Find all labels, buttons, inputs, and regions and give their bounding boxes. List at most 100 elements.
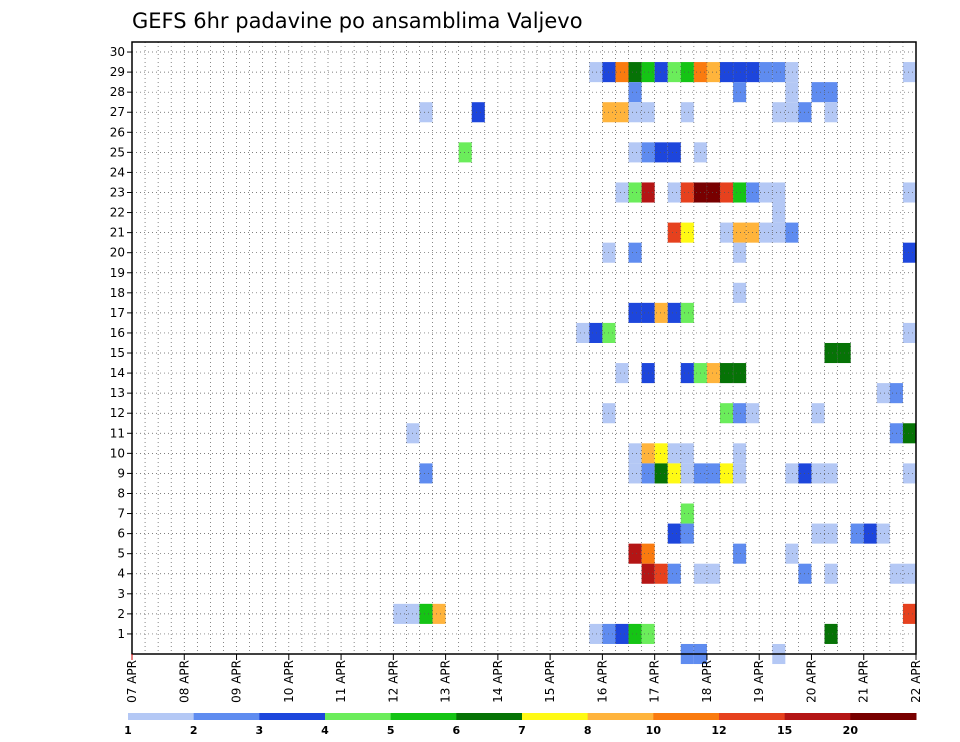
heatmap-cell [628, 142, 642, 163]
heatmap-cell [680, 463, 694, 484]
y-tick-label: 15 [110, 346, 125, 360]
y-tick-label: 12 [110, 406, 125, 420]
heatmap-cell [628, 102, 642, 123]
y-tick-label: 2 [117, 607, 125, 621]
heatmap-cell [902, 242, 916, 263]
heatmap-cell [667, 523, 681, 544]
legend-label: 20 [843, 724, 859, 737]
heatmap-cell [902, 423, 916, 444]
heatmap-cell [628, 62, 642, 83]
heatmap-cell [902, 322, 916, 343]
x-tick-label: 10 APR [282, 660, 296, 703]
heatmap-cell [902, 62, 916, 83]
heatmap-cell [615, 102, 629, 123]
heatmap-cell [628, 302, 642, 323]
heatmap-cell [824, 463, 838, 484]
heatmap-cell [772, 202, 786, 223]
heatmap-cell [902, 182, 916, 203]
heatmap-cell [667, 142, 681, 163]
y-tick-label: 29 [110, 65, 125, 79]
heatmap-cell [824, 102, 838, 123]
heatmap-cell [667, 302, 681, 323]
heatmap-cell [667, 182, 681, 203]
x-tick-label: 21 APR [857, 660, 871, 703]
heatmap-cell [628, 623, 642, 644]
heatmap-cell [785, 62, 799, 83]
heatmap-cell [733, 403, 747, 424]
legend-swatch [850, 713, 917, 720]
color-scale-legend: 1 2 3 4 5 6 7 8 10 12 15 20 [124, 713, 917, 737]
heatmap-cell [667, 563, 681, 584]
heatmap-cell [458, 142, 472, 163]
gridlines [131, 42, 917, 654]
legend-swatch [653, 713, 720, 720]
heatmap-cell [628, 82, 642, 103]
heatmap-cell [733, 363, 747, 384]
heatmap-cell [654, 443, 668, 464]
heatmap-cell [863, 523, 877, 544]
y-tick-label: 22 [110, 206, 125, 220]
heatmap-cell [824, 82, 838, 103]
heatmap-cell [720, 463, 734, 484]
y-tick-label: 28 [110, 85, 125, 99]
y-tick-label: 27 [110, 105, 125, 119]
heatmap-cell [733, 543, 747, 564]
y-axis-ticks: 1234567891011121314151617181920212223242… [110, 45, 132, 641]
legend-swatch [784, 713, 851, 720]
heatmap-cell [811, 82, 825, 103]
heatmap-cell [654, 62, 668, 83]
heatmap-cell [628, 543, 642, 564]
heatmap-cell [785, 82, 799, 103]
heatmap-cell [720, 182, 734, 203]
y-tick-label: 9 [117, 466, 125, 480]
plot-frame [131, 41, 917, 655]
heatmap-cell [811, 463, 825, 484]
y-tick-label: 6 [117, 527, 125, 541]
heatmap-cell [706, 62, 720, 83]
y-tick-label: 21 [110, 226, 125, 240]
heatmap-cell [824, 523, 838, 544]
heatmap-cell [785, 222, 799, 243]
x-tick-label: 08 APR [177, 660, 191, 703]
y-tick-label: 16 [110, 326, 125, 340]
heatmap-cell [628, 182, 642, 203]
y-tick-label: 18 [110, 286, 125, 300]
heatmap-cell [733, 62, 747, 83]
heatmap-cell [733, 222, 747, 243]
y-tick-label: 11 [110, 426, 125, 440]
legend-label: 1 [124, 724, 132, 737]
heatmap-cell [759, 222, 773, 243]
heatmap-cell [706, 463, 720, 484]
legend-swatch [193, 713, 260, 720]
x-tick-label: 14 APR [491, 660, 505, 703]
heatmap-cell [680, 182, 694, 203]
heatmap-cell [811, 523, 825, 544]
heatmap-cell [667, 463, 681, 484]
heatmap-cell [680, 363, 694, 384]
y-tick-label: 17 [110, 306, 125, 320]
y-tick-label: 20 [110, 246, 125, 260]
legend-label: 7 [518, 724, 526, 737]
heatmap-cell [733, 463, 747, 484]
heatmap-cell [589, 322, 603, 343]
heatmap-cell [615, 363, 629, 384]
x-tick-label: 07 APR [125, 660, 139, 703]
legend-label: 2 [190, 724, 198, 737]
y-tick-label: 30 [110, 45, 125, 59]
legend-label: 3 [256, 724, 264, 737]
heatmap-cell [589, 623, 603, 644]
heatmap-cell [720, 62, 734, 83]
heatmap-cell [706, 563, 720, 584]
heatmap-cell [667, 443, 681, 464]
heatmap-cell [628, 443, 642, 464]
heatmap-cell [824, 563, 838, 584]
heatmap-cell [785, 543, 799, 564]
heatmap-cell [772, 102, 786, 123]
heatmap-cell [680, 503, 694, 524]
y-tick-label: 26 [110, 125, 125, 139]
heatmap-cell [706, 363, 720, 384]
y-tick-label: 19 [110, 266, 125, 280]
heatmap-cell [876, 383, 890, 404]
heatmap-cell [785, 102, 799, 123]
heatmap-cell [759, 182, 773, 203]
